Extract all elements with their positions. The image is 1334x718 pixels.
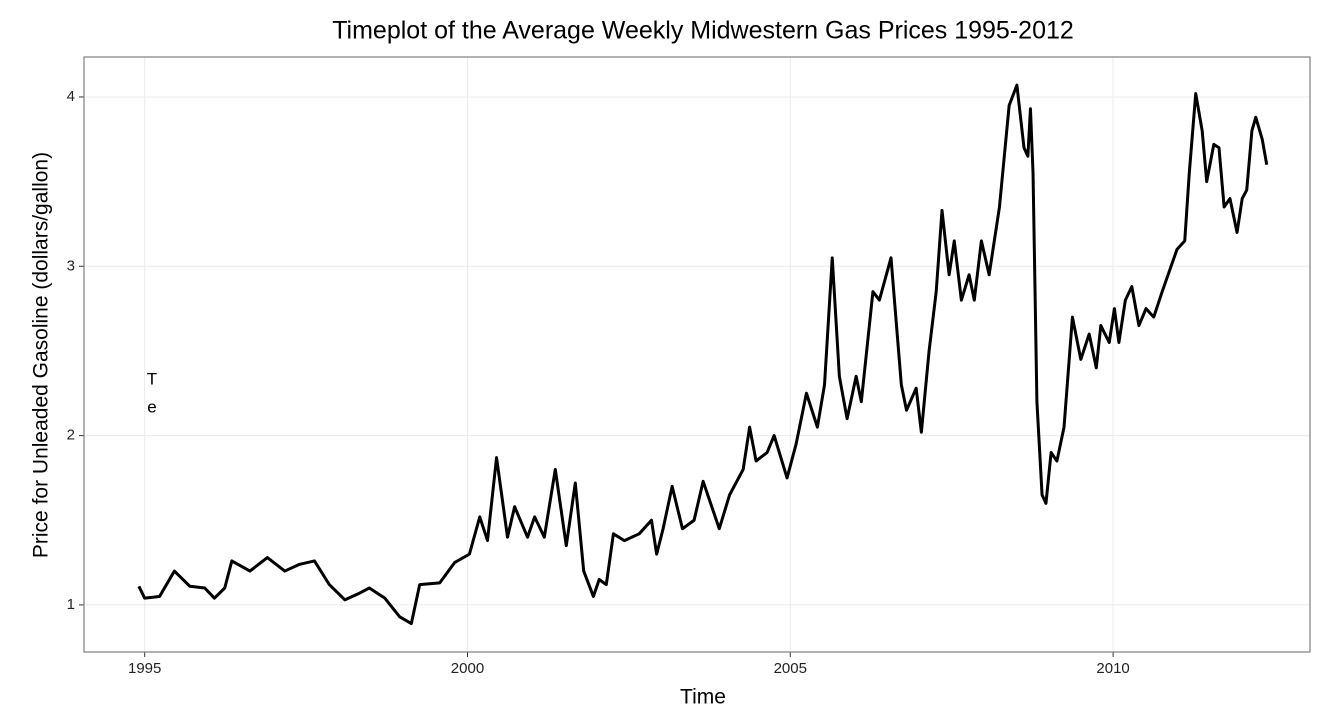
y-tick-label: 4 xyxy=(67,88,75,105)
annotation: T xyxy=(147,369,157,388)
plot-panel xyxy=(83,56,1311,653)
x-tick-label: 2005 xyxy=(774,660,807,677)
x-tick-label: 1995 xyxy=(128,660,161,677)
x-tick-label: 2000 xyxy=(451,660,484,677)
y-tick-label: 1 xyxy=(67,596,75,613)
x-tick-label: 2010 xyxy=(1096,660,1129,677)
price-line xyxy=(137,83,1269,626)
x-axis-title: Time xyxy=(680,686,726,709)
y-axis-title: Price for Unleaded Gasoline (dollars/gal… xyxy=(30,152,53,558)
annotation: e xyxy=(147,397,156,416)
y-tick-label: 2 xyxy=(67,427,75,444)
y-tick-label: 3 xyxy=(67,257,75,274)
chart-title: Timeplot of the Average Weekly Midwester… xyxy=(332,17,1074,45)
